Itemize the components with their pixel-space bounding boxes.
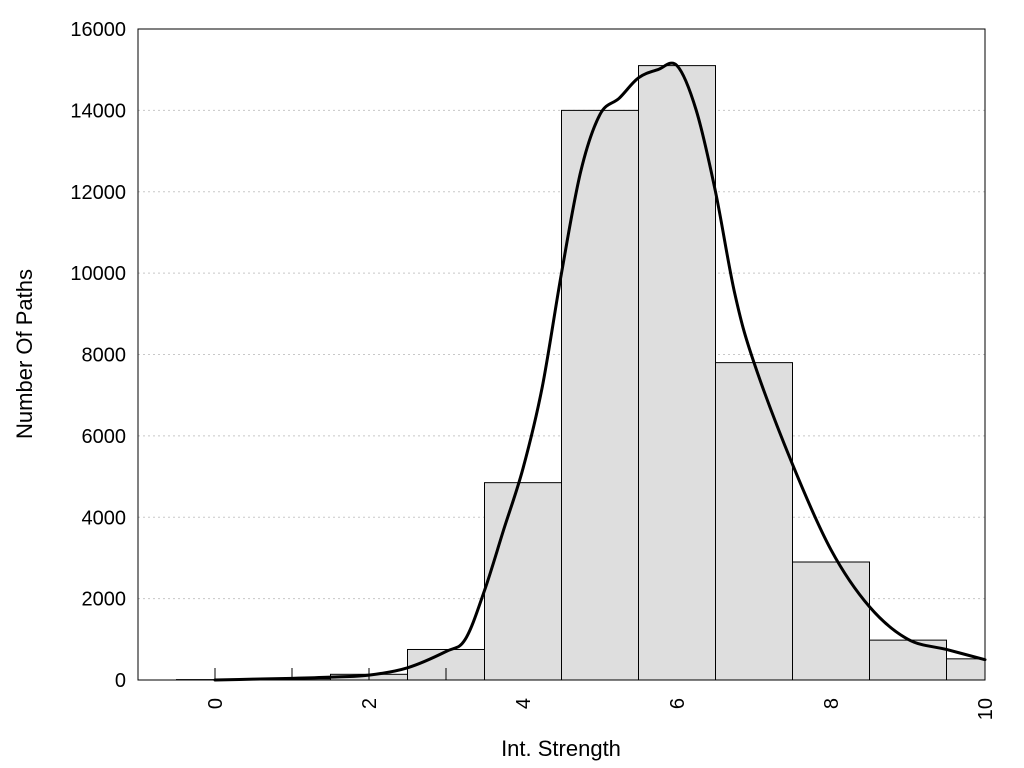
y-tick-label-0: 0 [115, 670, 126, 692]
y-tick-label-16000: 16000 [70, 19, 126, 41]
y-tick-label-4000: 4000 [82, 507, 127, 529]
y-tick-label-12000: 12000 [70, 182, 126, 204]
x-tick-label-0: 0 [205, 698, 227, 709]
x-tick-label-6: 6 [667, 698, 689, 709]
x-tick-label-10: 10 [975, 698, 997, 720]
gridlines [138, 109, 985, 600]
bar-7 [715, 362, 793, 681]
bar-10 [946, 658, 986, 681]
density-curve [213, 61, 987, 682]
y-tick-label-10000: 10000 [70, 263, 126, 285]
bar-6 [638, 65, 716, 681]
y-tick-label-14000: 14000 [70, 100, 126, 122]
x-tick-label-8: 8 [821, 698, 843, 709]
plot-frame [137, 28, 986, 681]
x-axis-title: Int. Strength [501, 736, 621, 761]
y-tick-label-6000: 6000 [82, 426, 127, 448]
bar-4 [484, 482, 562, 681]
histogram-bars [176, 65, 986, 681]
y-tick-label-2000: 2000 [82, 589, 127, 611]
bar-8 [792, 561, 870, 681]
x-tick-label-4: 4 [513, 698, 535, 709]
density-curve-layer [213, 61, 987, 682]
y-axis-title: Number Of Paths [12, 269, 37, 439]
y-tick-label-8000: 8000 [82, 345, 127, 367]
bar-5 [561, 109, 639, 681]
x-tick-label-2: 2 [359, 698, 381, 709]
axes: 0 2000 4000 6000 8000 10000 12000 14000 16000 0 2 4… [70, 19, 997, 720]
